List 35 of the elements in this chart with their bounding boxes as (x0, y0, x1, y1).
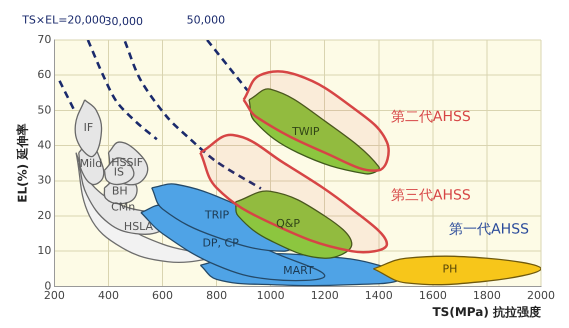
x-tick-label: 800 (206, 288, 228, 302)
y-tick-label: 40 (37, 138, 52, 152)
series-label: TRIP (204, 208, 230, 222)
series-label: Q&P (276, 216, 300, 230)
series-label: PH (442, 262, 458, 276)
y-axis-title: EL(%) 延伸率 (15, 124, 30, 203)
x-tick-label: 400 (98, 288, 119, 302)
y-tick-label: 20 (37, 208, 52, 222)
annotation: 第一代AHSS (449, 221, 530, 238)
series-label: BH (112, 184, 128, 198)
series-label: HSLA (124, 220, 154, 234)
x-tick-label: 600 (152, 288, 174, 302)
series-label: TWIP (291, 124, 320, 138)
line-series (86, 40, 158, 141)
x-tick-label: 1200 (310, 288, 339, 302)
x-axis-title: TS(MPa) 抗拉强度 (432, 304, 541, 319)
series-label: 50,000 (186, 13, 226, 26)
series-label: 30,000 (104, 14, 143, 28)
x-tick-label: 1600 (418, 288, 447, 302)
y-tick-label: 60 (37, 68, 52, 82)
series-label: Mild (80, 157, 102, 170)
series-label: MART (283, 264, 314, 278)
y-tick-label: 50 (37, 103, 52, 116)
text: 第三代AHSS (390, 187, 471, 204)
x-tick-label: 2000 (527, 288, 555, 302)
series-label: IF (84, 120, 94, 134)
x-tick-label: 1800 (472, 288, 501, 302)
x-tick-label: 1000 (256, 288, 285, 302)
series-label: IS (114, 166, 124, 179)
series-label: 第二代AHSS (390, 109, 471, 126)
x-tick-label: 1400 (364, 288, 393, 302)
text: TS×EL=20,000 (21, 13, 106, 26)
y-tick-label: 30 (37, 174, 52, 187)
y-tick-label: 10 (37, 244, 52, 258)
y-tick-label: 70 (37, 32, 52, 46)
